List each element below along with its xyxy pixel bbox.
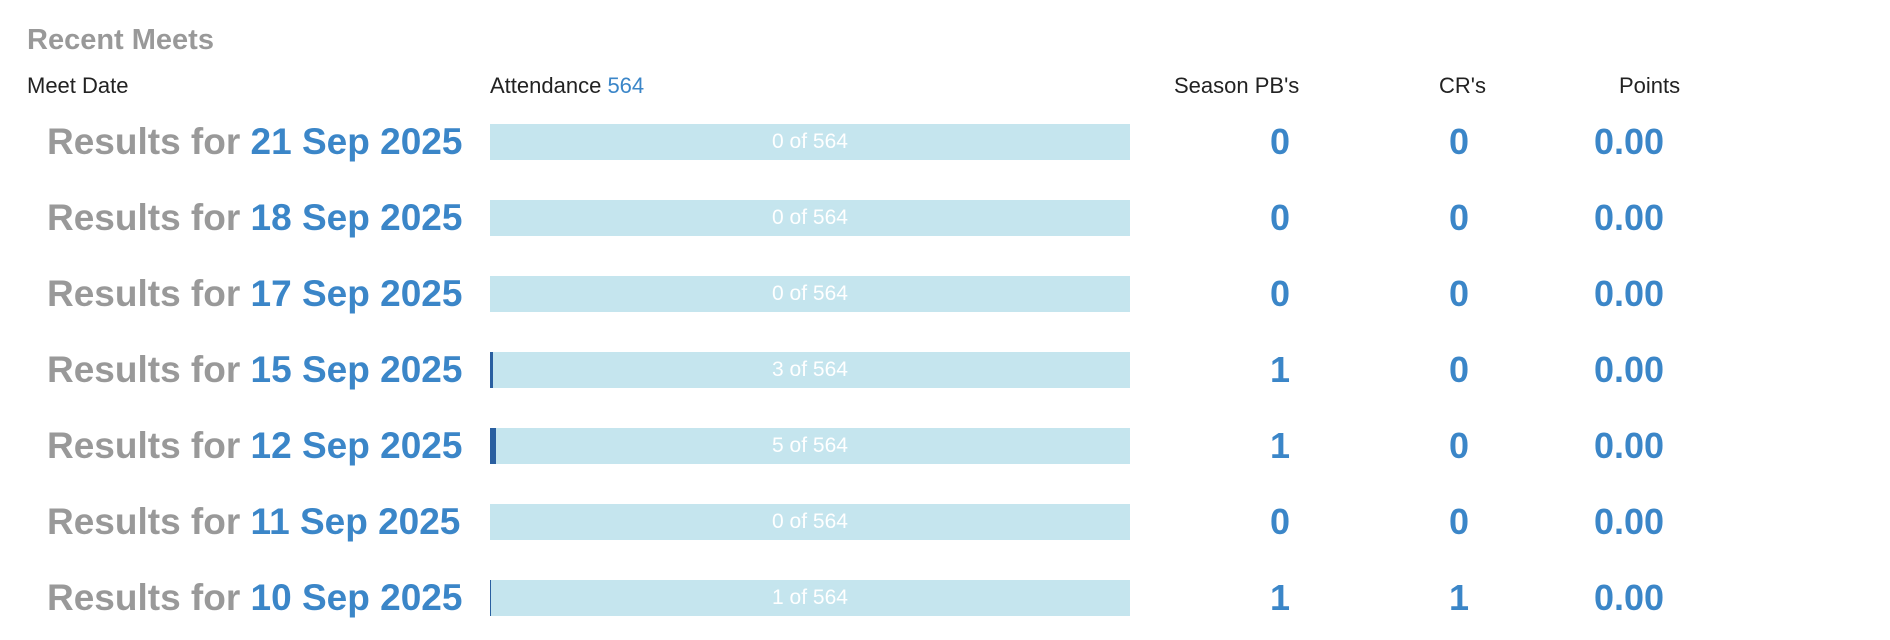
- meet-date: 12 Sep 2025: [250, 425, 463, 466]
- meet-date: 10 Sep 2025: [250, 577, 463, 618]
- season-pbs: 1: [1269, 425, 1291, 466]
- attendance-bar: 0 of 564: [490, 200, 1130, 236]
- points: 0.00: [1593, 577, 1665, 618]
- attendance-label: 0 of 564: [772, 510, 848, 533]
- meet-date: 11 Sep 2025: [250, 501, 461, 542]
- header: Season PB's: [1174, 73, 1300, 98]
- attendance-label: 5 of 564: [772, 434, 848, 457]
- row-prefix: Results for: [47, 501, 241, 542]
- attendance-label: 0 of 564: [772, 130, 848, 153]
- season-pbs: 1: [1269, 349, 1291, 390]
- crs: 0: [1448, 425, 1470, 466]
- attendance-bar: 3 of 564: [490, 352, 1130, 388]
- row-prefix: Results for: [47, 273, 241, 314]
- crs: 0: [1448, 121, 1470, 162]
- row-prefix: Results for: [47, 197, 241, 238]
- meet-date: 15 Sep 2025: [250, 349, 463, 390]
- crs: 0: [1448, 273, 1470, 314]
- row-prefix: Results for: [47, 121, 241, 162]
- row-label[interactable]: Results for 15 Sep 2025: [47, 349, 462, 391]
- header: Meet Date: [27, 73, 129, 98]
- season-pbs: 0: [1269, 197, 1291, 238]
- attendance-bar: 5 of 564: [490, 428, 1130, 464]
- crs: 0: [1448, 349, 1470, 390]
- points: 0.00: [1593, 349, 1665, 390]
- row-prefix: Results for: [47, 577, 241, 618]
- attendance-label: 1 of 564: [772, 586, 848, 609]
- title: Recent Meets: [27, 24, 214, 56]
- row-label[interactable]: Results for 11 Sep 2025: [47, 501, 460, 543]
- season-pbs: 0: [1269, 121, 1291, 162]
- attendance-bar: 0 of 564: [490, 276, 1130, 312]
- attendance-bar: 0 of 564: [490, 124, 1130, 160]
- meet-date: 18 Sep 2025: [250, 197, 463, 238]
- points: 0.00: [1593, 197, 1665, 238]
- row-label[interactable]: Results for 21 Sep 2025: [47, 121, 462, 163]
- row-label[interactable]: Results for 10 Sep 2025: [47, 577, 462, 619]
- row-label[interactable]: Results for 18 Sep 2025: [47, 197, 462, 239]
- season-pbs: 1: [1269, 577, 1291, 618]
- points: 0.00: [1593, 425, 1665, 466]
- attendance-fill: [490, 580, 492, 616]
- attendance-fill: [490, 428, 496, 464]
- season-pbs: 0: [1269, 273, 1291, 314]
- attendance-fill: [490, 352, 494, 388]
- attendance-label: 0 of 564: [772, 282, 848, 305]
- header: Attendance: [490, 73, 602, 98]
- header: CR's: [1439, 73, 1486, 98]
- row-label[interactable]: Results for 17 Sep 2025: [47, 273, 462, 315]
- row-prefix: Results for: [47, 349, 241, 390]
- crs: 0: [1448, 501, 1470, 542]
- season-pbs: 0: [1269, 501, 1291, 542]
- attendance-label: 3 of 564: [772, 358, 848, 381]
- attendance-label: 0 of 564: [772, 206, 848, 229]
- meet-date: 17 Sep 2025: [250, 273, 463, 314]
- row-prefix: Results for: [47, 425, 241, 466]
- header: Points: [1619, 73, 1681, 98]
- row-label[interactable]: Results for 12 Sep 2025: [47, 425, 462, 467]
- attendance-bar: 1 of 564: [490, 580, 1130, 616]
- header: Attendance 564: [490, 73, 644, 99]
- points: 0.00: [1593, 501, 1665, 542]
- crs: 1: [1448, 577, 1470, 618]
- attendance-bar: 0 of 564: [490, 504, 1130, 540]
- crs: 0: [1448, 197, 1470, 238]
- attendance-total: 564: [607, 73, 645, 98]
- points: 0.00: [1593, 273, 1665, 314]
- points: 0.00: [1593, 121, 1665, 162]
- meet-date: 21 Sep 2025: [250, 121, 463, 162]
